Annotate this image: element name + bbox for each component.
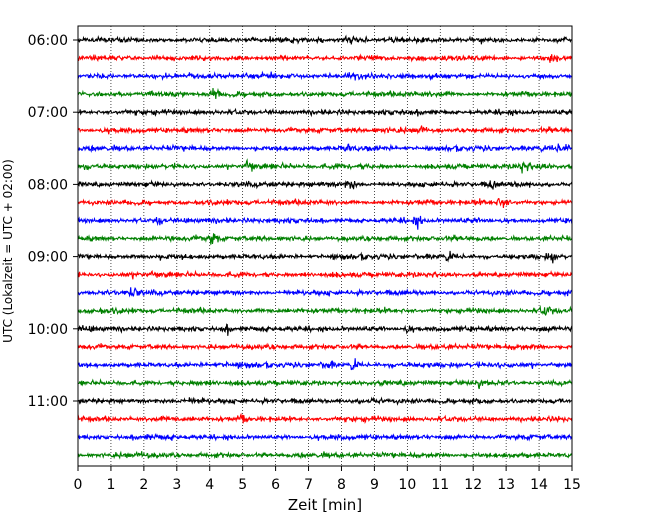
x-tick-label: 15 (563, 477, 581, 493)
x-tick-label: 0 (74, 477, 83, 493)
x-tick-label: 12 (464, 477, 482, 493)
x-tick-label: 5 (238, 477, 247, 493)
y-tick-label: 10:00 (28, 322, 68, 338)
y-tick-label: 11:00 (28, 394, 68, 410)
grid-lines (110, 26, 540, 466)
x-tick-label: 11 (431, 477, 449, 493)
trace-1045 (77, 378, 573, 390)
trace-0800 (77, 179, 573, 190)
x-tick-label: 13 (497, 477, 515, 493)
trace-0900 (77, 250, 573, 264)
y-axis-label: UTC (Lokalzeit = UTC + 02:00) (1, 159, 15, 343)
x-tick-label: 8 (337, 477, 346, 493)
x-tick-label: 4 (205, 477, 214, 493)
x-axis-label: Zeit [min] (288, 496, 362, 514)
trace-1145 (77, 450, 573, 460)
trace-0845 (77, 233, 573, 245)
trace-1115 (77, 412, 573, 425)
trace-1000 (77, 323, 573, 336)
x-tick-label: 1 (106, 477, 115, 493)
trace-0730 (77, 143, 573, 154)
y-tick-label: 08:00 (28, 177, 68, 193)
y-tick-label: 07:00 (28, 105, 68, 121)
trace-0600 (77, 34, 573, 45)
trace-0830 (77, 215, 573, 230)
trace-0700 (77, 107, 573, 118)
trace-1015 (77, 342, 573, 351)
x-tick-label: 9 (370, 477, 379, 493)
trace-0715 (77, 125, 573, 135)
y-tick-label: 06:00 (28, 33, 68, 49)
trace-0645 (77, 87, 573, 99)
x-tick-label: 6 (271, 477, 280, 493)
plot-frame (77, 25, 573, 467)
x-axis: 0 1 2 3 4 5 6 7 8 9 10 11 12 13 14 15 (74, 466, 581, 493)
trace-0745 (77, 158, 573, 174)
y-axis: 06:00 07:00 08:00 09:00 10:00 11:00 (28, 33, 78, 410)
x-tick-label: 14 (530, 477, 548, 493)
trace-1030 (77, 358, 573, 371)
x-tick-label: 10 (398, 477, 416, 493)
trace-0945 (77, 304, 573, 317)
x-tick-label: 7 (304, 477, 313, 493)
trace-group (77, 34, 573, 460)
trace-0930 (77, 286, 573, 298)
y-tick-label: 09:00 (28, 250, 68, 266)
trace-1130 (77, 432, 573, 442)
trace-0915 (77, 269, 573, 280)
x-tick-label: 3 (172, 477, 181, 493)
x-tick-label: 2 (139, 477, 148, 493)
trace-0630 (77, 70, 573, 82)
trace-1100 (77, 396, 573, 406)
trace-0815 (77, 198, 573, 208)
trace-0615 (77, 53, 573, 63)
